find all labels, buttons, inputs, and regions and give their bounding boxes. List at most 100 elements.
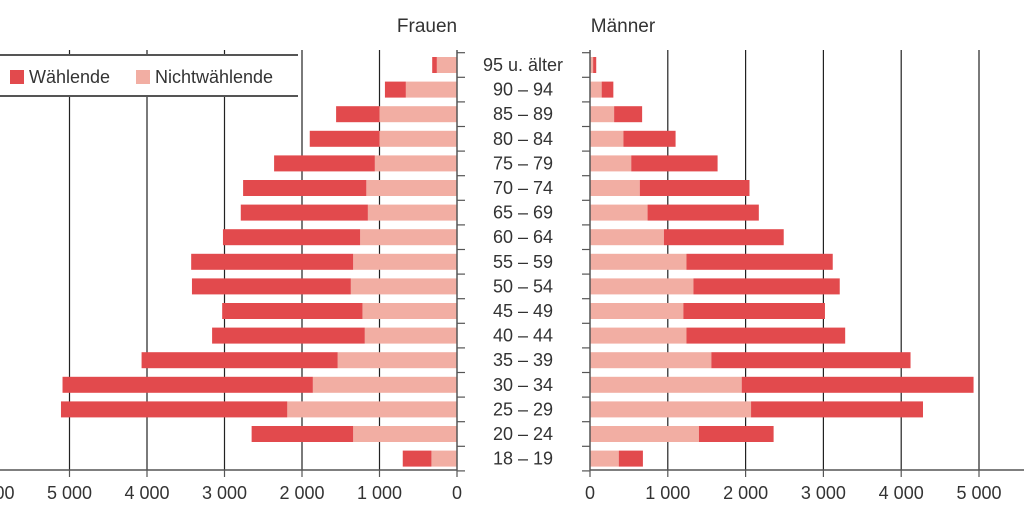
bar-maenner-nichtwaehlende — [590, 57, 594, 73]
bar-maenner-nichtwaehlende — [590, 81, 602, 98]
bar-frauen-nichtwaehlende — [364, 327, 457, 344]
category-label: 50 – 54 — [493, 276, 553, 296]
bar-maenner-waehlende — [631, 155, 718, 172]
bar-frauen-waehlende — [251, 426, 354, 442]
bar-frauen-waehlende — [274, 155, 375, 172]
x-tick-label-frauen: 6 000 — [0, 483, 15, 503]
bar-maenner-waehlende — [639, 180, 750, 196]
bar-maenner-waehlende — [601, 81, 614, 98]
x-tick-label-frauen: 3 000 — [202, 483, 247, 503]
bar-maenner-nichtwaehlende — [590, 401, 752, 418]
category-label: 40 – 44 — [493, 326, 553, 346]
bar-maenner-waehlende — [623, 130, 676, 147]
bar-maenner-nichtwaehlende — [590, 180, 640, 196]
bar-maenner-waehlende — [618, 450, 643, 467]
bar-maenner-waehlende — [683, 303, 825, 319]
x-tick-label-frauen: 0 — [452, 483, 462, 503]
x-tick-label-frauen: 2 000 — [279, 483, 324, 503]
bar-frauen-waehlende — [432, 57, 437, 73]
legend-label-waehlende: Wählende — [29, 67, 110, 87]
title-frauen: Frauen — [397, 16, 457, 37]
bar-frauen-nichtwaehlende — [379, 106, 457, 123]
bar-maenner-nichtwaehlende — [590, 229, 664, 246]
bar-frauen-nichtwaehlende — [287, 401, 457, 418]
x-tick-label-maenner: 3 000 — [801, 483, 846, 503]
legend-label-nichtwaehlende: Nichtwählende — [155, 67, 273, 87]
bar-frauen-nichtwaehlende — [431, 450, 457, 467]
x-tick-label-maenner: 4 000 — [879, 483, 924, 503]
category-label: 45 – 49 — [493, 301, 553, 321]
bar-maenner-waehlende — [686, 253, 833, 270]
bar-maenner-nichtwaehlende — [590, 204, 648, 221]
legend-swatch-waehlende — [10, 70, 24, 84]
bar-maenner-waehlende — [614, 106, 643, 123]
category-label: 80 – 84 — [493, 129, 553, 149]
x-tick-label-maenner: 2 000 — [723, 483, 768, 503]
bar-maenner-waehlende — [698, 426, 774, 442]
bar-frauen-nichtwaehlende — [353, 426, 457, 442]
category-label: 18 – 19 — [493, 449, 553, 469]
bar-maenner-waehlende — [593, 57, 597, 73]
bar-frauen-nichtwaehlende — [360, 229, 457, 246]
bar-frauen-waehlende — [62, 376, 313, 393]
bar-maenner-nichtwaehlende — [590, 106, 615, 123]
bar-maenner-nichtwaehlende — [590, 426, 699, 442]
x-tick-label-frauen: 5 000 — [47, 483, 92, 503]
bar-frauen-waehlende — [222, 303, 363, 319]
bar-maenner-nichtwaehlende — [590, 155, 632, 172]
x-tick-label-maenner: 1 000 — [645, 483, 690, 503]
bar-frauen-nichtwaehlende — [353, 253, 457, 270]
bar-frauen-waehlende — [191, 278, 351, 295]
axes — [0, 50, 1024, 477]
bar-frauen-nichtwaehlende — [379, 130, 457, 147]
bar-frauen-nichtwaehlende — [436, 57, 457, 73]
bar-frauen-nichtwaehlende — [374, 155, 457, 172]
bar-frauen-nichtwaehlende — [367, 204, 457, 221]
labels: Frauen Männer 95 u. älter 90 – 94 85 – 89 8… — [0, 16, 1002, 503]
bar-frauen-waehlende — [384, 81, 406, 98]
bar-frauen-waehlende — [402, 450, 432, 467]
bar-maenner-waehlende — [751, 401, 923, 418]
category-label: 25 – 29 — [493, 399, 553, 419]
category-label: 90 – 94 — [493, 80, 553, 100]
bar-maenner-nichtwaehlende — [590, 253, 687, 270]
bar-maenner-nichtwaehlende — [590, 352, 712, 369]
category-label: 65 – 69 — [493, 203, 553, 223]
bars — [60, 57, 974, 467]
x-tick-label-maenner: 5 000 — [956, 483, 1001, 503]
bar-frauen-waehlende — [240, 204, 368, 221]
bar-frauen-nichtwaehlende — [405, 81, 457, 98]
category-label: 75 – 79 — [493, 153, 553, 173]
bar-frauen-nichtwaehlende — [362, 303, 457, 319]
bar-maenner-nichtwaehlende — [590, 327, 687, 344]
category-label: 55 – 59 — [493, 252, 553, 272]
category-label: 70 – 74 — [493, 178, 553, 198]
bar-frauen-waehlende — [191, 253, 354, 270]
bar-maenner-waehlende — [663, 229, 784, 246]
legend-swatch-nichtwaehlende — [136, 70, 150, 84]
bar-maenner-nichtwaehlende — [590, 303, 684, 319]
x-tick-label-frauen: 4 000 — [124, 483, 169, 503]
bar-maenner-nichtwaehlende — [590, 450, 619, 467]
x-tick-label-frauen: 1 000 — [357, 483, 402, 503]
bar-frauen-waehlende — [309, 130, 380, 147]
bar-frauen-nichtwaehlende — [350, 278, 457, 295]
bar-maenner-nichtwaehlende — [590, 130, 624, 147]
category-label: 85 – 89 — [493, 104, 553, 124]
bar-frauen-nichtwaehlende — [312, 376, 457, 393]
category-label: 30 – 34 — [493, 375, 553, 395]
bar-frauen-nichtwaehlende — [366, 180, 457, 196]
bar-maenner-nichtwaehlende — [590, 278, 694, 295]
bar-frauen-waehlende — [60, 401, 288, 418]
bar-maenner-waehlende — [711, 352, 911, 369]
bar-frauen-nichtwaehlende — [337, 352, 457, 369]
title-maenner: Männer — [591, 16, 656, 37]
bar-frauen-waehlende — [141, 352, 338, 369]
legend: Wählende Nichtwählende — [0, 54, 298, 97]
bar-maenner-waehlende — [647, 204, 759, 221]
bar-frauen-waehlende — [336, 106, 380, 123]
category-label: 95 u. älter — [483, 55, 563, 75]
category-label: 35 – 39 — [493, 350, 553, 370]
x-tick-label-maenner: 0 — [585, 483, 595, 503]
bar-frauen-waehlende — [243, 180, 367, 196]
